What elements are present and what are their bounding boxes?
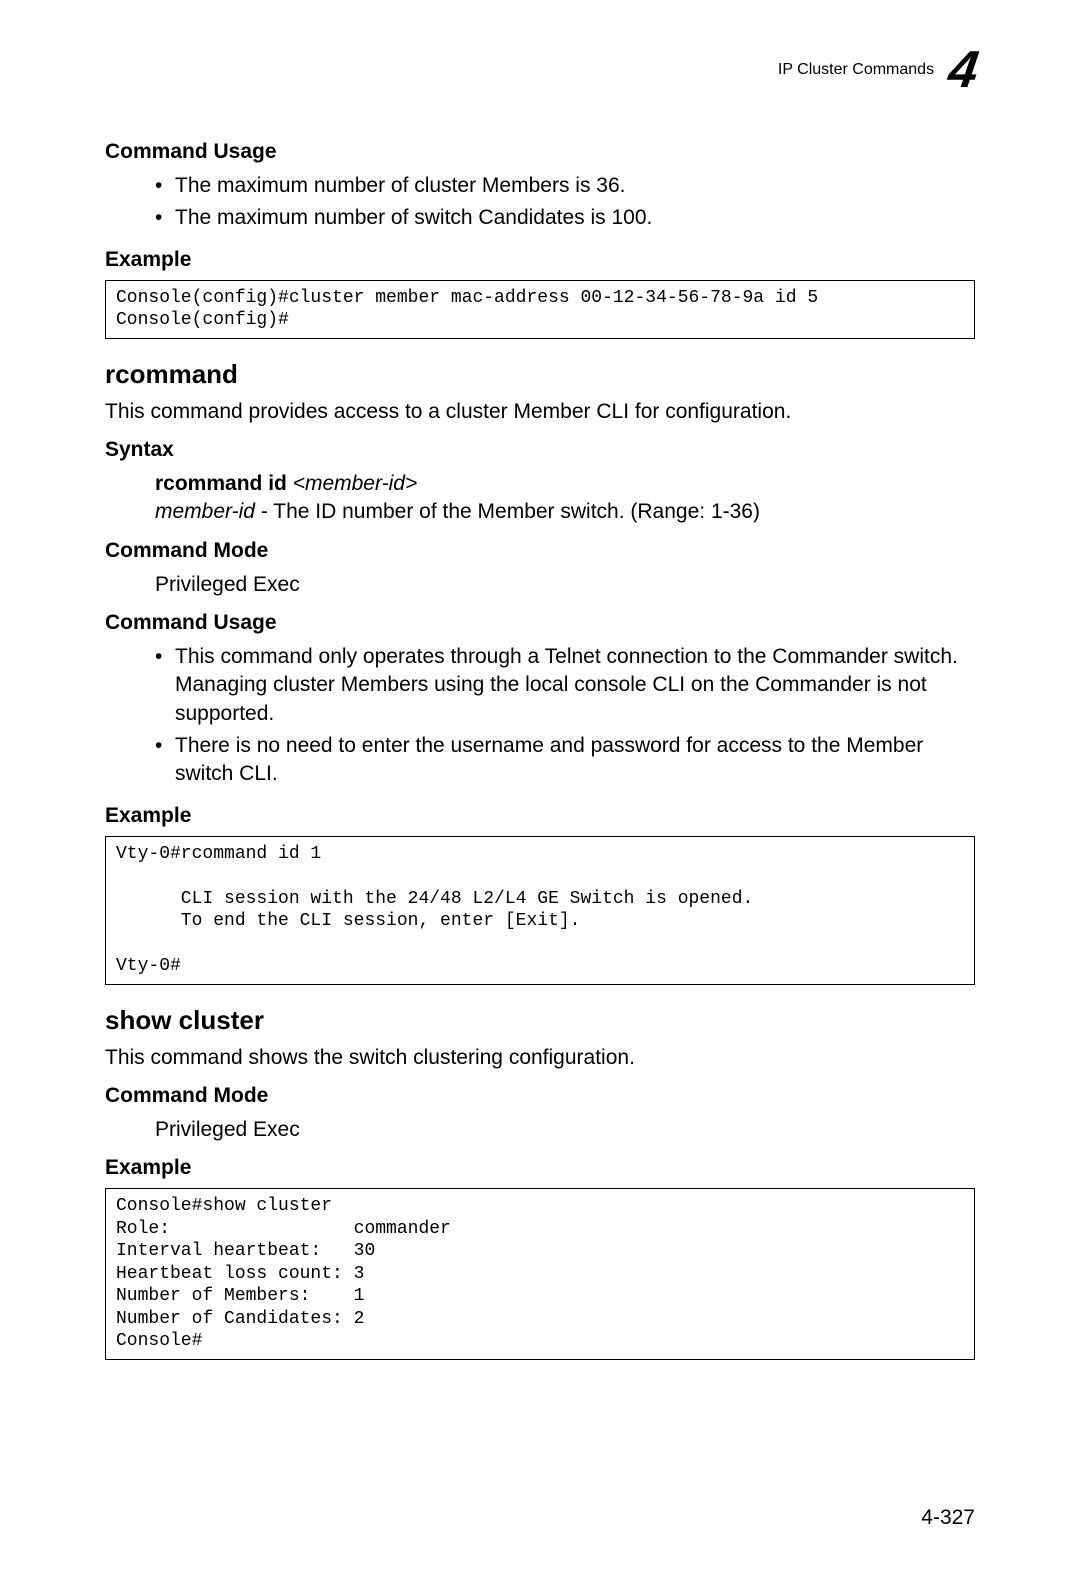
page-header: IP Cluster Commands 4 — [105, 40, 975, 100]
command-usage-list-1: The maximum number of cluster Members is… — [105, 172, 975, 233]
header-title: IP Cluster Commands — [778, 61, 934, 79]
list-item: There is no need to enter the username a… — [155, 732, 975, 789]
syntax-param: <member-id> — [293, 472, 418, 495]
syntax-block: rcommand id <member-id> member-id - The … — [105, 470, 975, 527]
chapter-number-icon: 4 — [945, 40, 979, 100]
example-heading-2: Example — [105, 804, 975, 828]
show-cluster-description: This command shows the switch clustering… — [105, 1044, 975, 1072]
command-usage-heading-2: Command Usage — [105, 611, 975, 635]
command-mode-text-1: Privileged Exec — [105, 571, 975, 599]
example-code-1: Console(config)#cluster member mac-addre… — [105, 280, 975, 339]
command-mode-heading-1: Command Mode — [105, 539, 975, 563]
command-usage-list-2: This command only operates through a Tel… — [105, 643, 975, 789]
rcommand-description: This command provides access to a cluste… — [105, 398, 975, 426]
example-heading-1: Example — [105, 248, 975, 272]
syntax-command: rcommand id — [155, 472, 293, 495]
example-code-2: Vty-0#rcommand id 1 CLI session with the… — [105, 836, 975, 985]
syntax-param-name: member-id — [155, 500, 255, 523]
command-usage-heading-1: Command Usage — [105, 140, 975, 164]
command-mode-heading-2: Command Mode — [105, 1084, 975, 1108]
example-code-3: Console#show cluster Role: commander Int… — [105, 1188, 975, 1360]
syntax-heading: Syntax — [105, 438, 975, 462]
show-cluster-title: show cluster — [105, 1005, 975, 1036]
example-heading-3: Example — [105, 1156, 975, 1180]
list-item: This command only operates through a Tel… — [155, 643, 975, 728]
rcommand-title: rcommand — [105, 359, 975, 390]
page-number: 4-327 — [921, 1506, 975, 1530]
list-item: The maximum number of cluster Members is… — [155, 172, 975, 200]
syntax-param-desc: - The ID number of the Member switch. (R… — [255, 500, 760, 523]
list-item: The maximum number of switch Candidates … — [155, 204, 975, 232]
command-mode-text-2: Privileged Exec — [105, 1116, 975, 1144]
